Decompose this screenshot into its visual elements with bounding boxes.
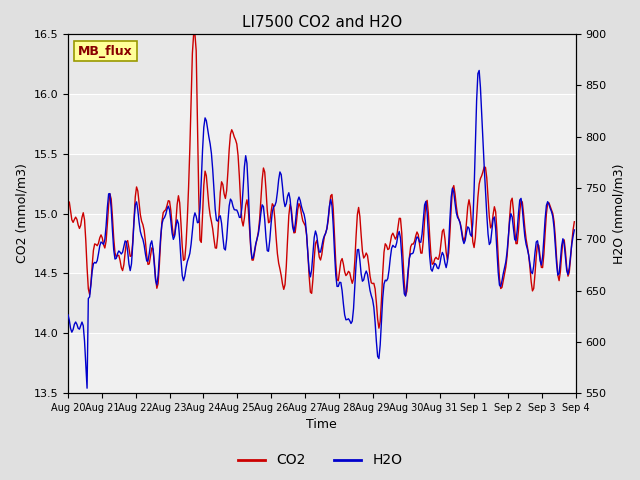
Text: MB_flux: MB_flux <box>78 45 133 58</box>
Bar <box>68 214 575 274</box>
Bar <box>68 94 575 154</box>
Title: LI7500 CO2 and H2O: LI7500 CO2 and H2O <box>242 15 402 30</box>
X-axis label: Time: Time <box>307 419 337 432</box>
Bar <box>68 333 575 393</box>
Legend: CO2, H2O: CO2, H2O <box>232 448 408 473</box>
Y-axis label: CO2 (mmol/m3): CO2 (mmol/m3) <box>15 164 28 264</box>
Y-axis label: H2O (mmol/m3): H2O (mmol/m3) <box>612 163 625 264</box>
